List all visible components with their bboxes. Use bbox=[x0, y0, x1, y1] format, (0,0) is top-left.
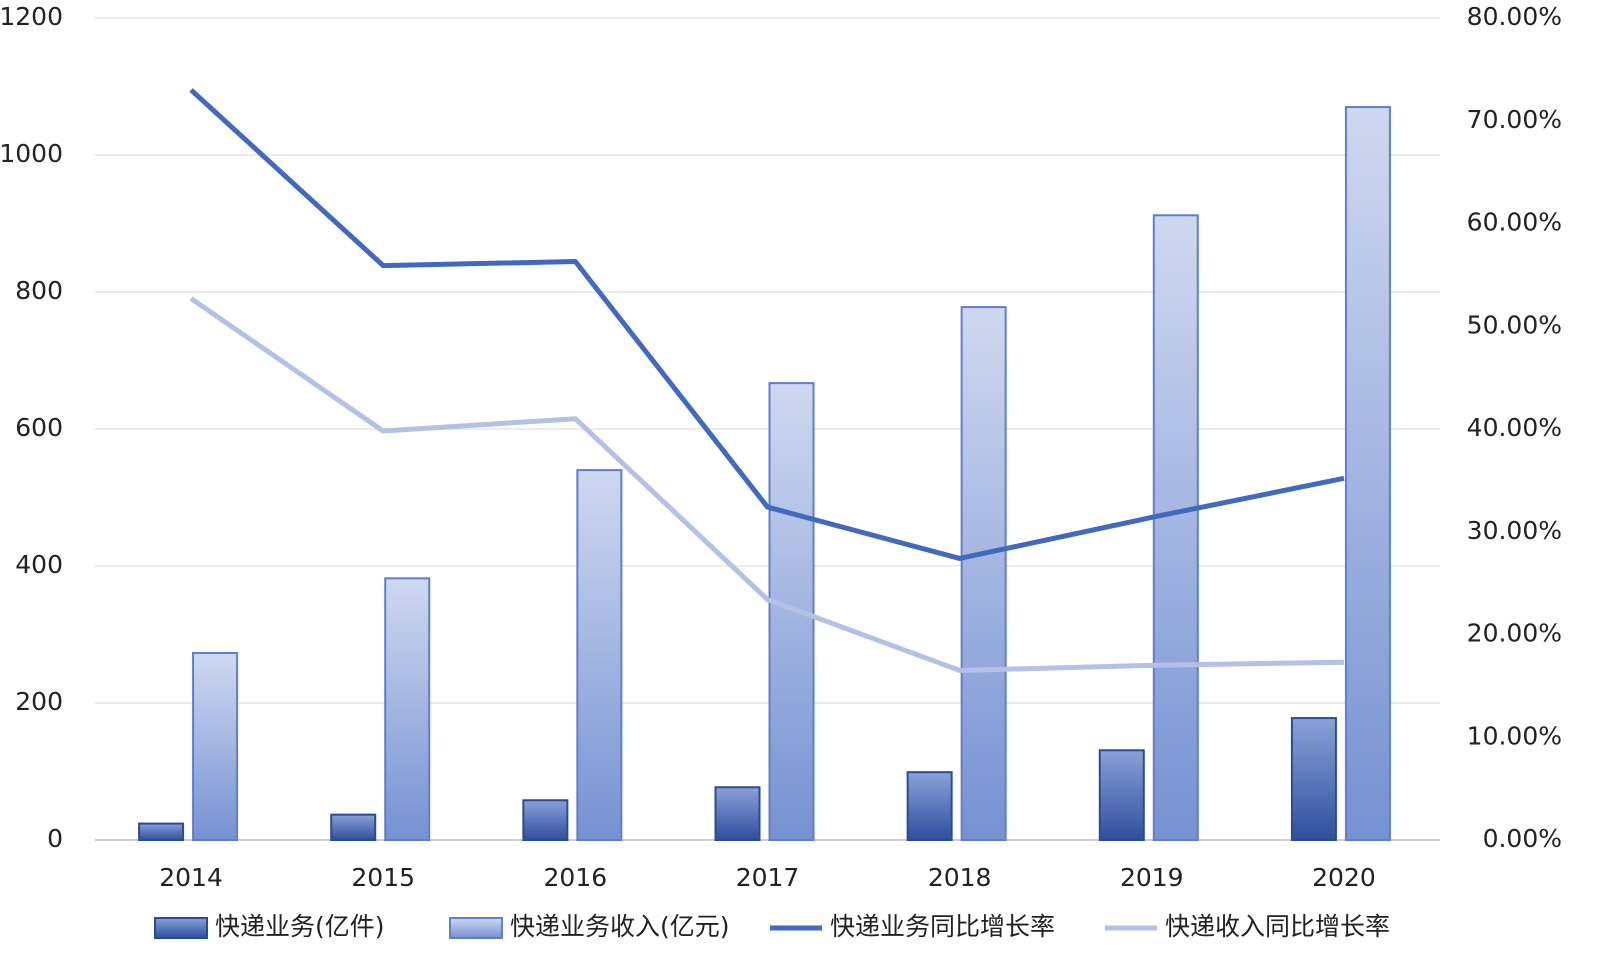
y-tick-label: 400 bbox=[15, 550, 63, 579]
x-tick-label: 2017 bbox=[736, 863, 800, 892]
y2-tick-label: 10.00% bbox=[1467, 721, 1562, 750]
bar bbox=[192, 651, 239, 841]
legend-label: 快递业务(亿件) bbox=[215, 912, 385, 941]
bar bbox=[330, 813, 377, 842]
x-tick-label: 2015 bbox=[351, 863, 415, 892]
x-tick-label: 2019 bbox=[1120, 863, 1184, 892]
bar bbox=[714, 786, 761, 842]
bar bbox=[960, 306, 1007, 841]
x-tick-label: 2020 bbox=[1312, 863, 1376, 892]
legend-swatch bbox=[449, 917, 503, 939]
y2-tick-label: 30.00% bbox=[1467, 516, 1562, 545]
y-tick-label: 1200 bbox=[0, 2, 63, 31]
y2-tick-label: 60.00% bbox=[1467, 208, 1562, 237]
legend-label: 快递业务收入(亿元) bbox=[510, 912, 730, 941]
y-tick-label: 600 bbox=[15, 413, 63, 442]
y-tick-label: 1000 bbox=[0, 139, 63, 168]
bar bbox=[906, 771, 953, 841]
legend-swatch bbox=[154, 917, 208, 939]
x-tick-label: 2014 bbox=[159, 863, 223, 892]
bar bbox=[576, 469, 623, 841]
x-tick-label: 2016 bbox=[544, 863, 608, 892]
legend-label: 快递业务同比增长率 bbox=[830, 912, 1055, 941]
line bbox=[189, 88, 1345, 561]
y-tick-label: 800 bbox=[15, 276, 63, 305]
bar bbox=[1344, 106, 1391, 842]
x-tick-label: 2018 bbox=[928, 863, 992, 892]
y2-tick-label: 70.00% bbox=[1467, 105, 1562, 134]
bar bbox=[138, 822, 185, 841]
y2-tick-label: 80.00% bbox=[1467, 2, 1562, 31]
bar bbox=[522, 799, 569, 842]
bar bbox=[1098, 749, 1145, 842]
y-tick-label: 0 bbox=[47, 824, 63, 853]
line bbox=[189, 296, 1344, 673]
bar bbox=[1290, 717, 1337, 842]
bar bbox=[1152, 214, 1199, 841]
y2-tick-label: 0.00% bbox=[1483, 824, 1562, 853]
legend-label: 快递收入同比增长率 bbox=[1165, 912, 1390, 941]
bar bbox=[384, 577, 431, 842]
y2-tick-label: 40.00% bbox=[1467, 413, 1562, 442]
y-tick-label: 200 bbox=[15, 687, 63, 716]
y2-tick-label: 20.00% bbox=[1467, 619, 1562, 648]
y2-tick-label: 50.00% bbox=[1467, 310, 1562, 339]
